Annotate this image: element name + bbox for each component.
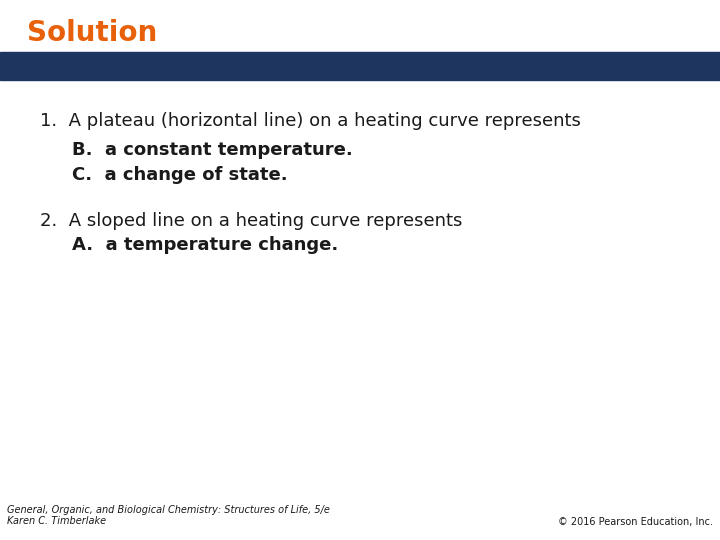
Text: © 2016 Pearson Education, Inc.: © 2016 Pearson Education, Inc. — [558, 516, 713, 526]
Bar — [0, 52, 720, 80]
Text: General, Organic, and Biological Chemistry: Structures of Life, 5/e
Karen C. Tim: General, Organic, and Biological Chemist… — [7, 505, 330, 526]
Text: B.  a constant temperature.: B. a constant temperature. — [72, 141, 353, 159]
Text: 2.  A sloped line on a heating curve represents: 2. A sloped line on a heating curve repr… — [40, 212, 462, 230]
Text: Solution: Solution — [27, 19, 158, 47]
Text: 1.  A plateau (horizontal line) on a heating curve represents: 1. A plateau (horizontal line) on a heat… — [40, 112, 580, 130]
Text: A.  a temperature change.: A. a temperature change. — [72, 236, 338, 254]
Text: C.  a change of state.: C. a change of state. — [72, 166, 287, 184]
